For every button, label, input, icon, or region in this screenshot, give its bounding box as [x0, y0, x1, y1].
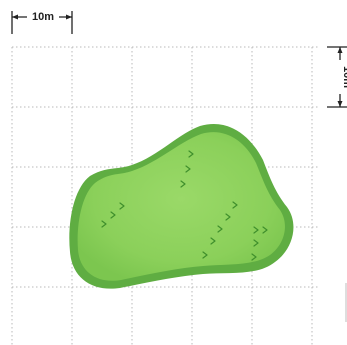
scale-arrow-left [12, 14, 18, 20]
chevron-right-icon [180, 180, 186, 188]
chevron-right-icon [185, 165, 191, 173]
chevron-right-icon [217, 225, 223, 233]
chevron-right-icon [251, 253, 257, 261]
green-surface [77, 132, 285, 281]
chevron-right-icon [110, 211, 116, 219]
chevron-right-icon [253, 226, 259, 234]
chevron-right-icon [262, 226, 268, 234]
chevron-right-icon [253, 239, 259, 247]
chevron-right-icon [232, 201, 238, 209]
scale-arrow-right [66, 14, 72, 20]
scale-label-backdrop [27, 9, 59, 23]
slope-arrows [101, 150, 268, 261]
chevron-right-icon [101, 220, 107, 228]
putting-green [69, 124, 294, 289]
chevron-right-icon [202, 251, 208, 259]
chevron-right-icon [225, 213, 231, 221]
chevron-right-icon [188, 150, 194, 158]
scale-arrow-top [337, 47, 343, 53]
scale-label-backdrop [333, 60, 347, 94]
chevron-right-icon [119, 202, 125, 210]
horizontal-scale-label: 10m [32, 11, 54, 23]
scale-arrow-bottom [337, 101, 343, 107]
chevron-right-icon [210, 237, 216, 245]
vertical-scale-label: 10m [341, 66, 347, 88]
